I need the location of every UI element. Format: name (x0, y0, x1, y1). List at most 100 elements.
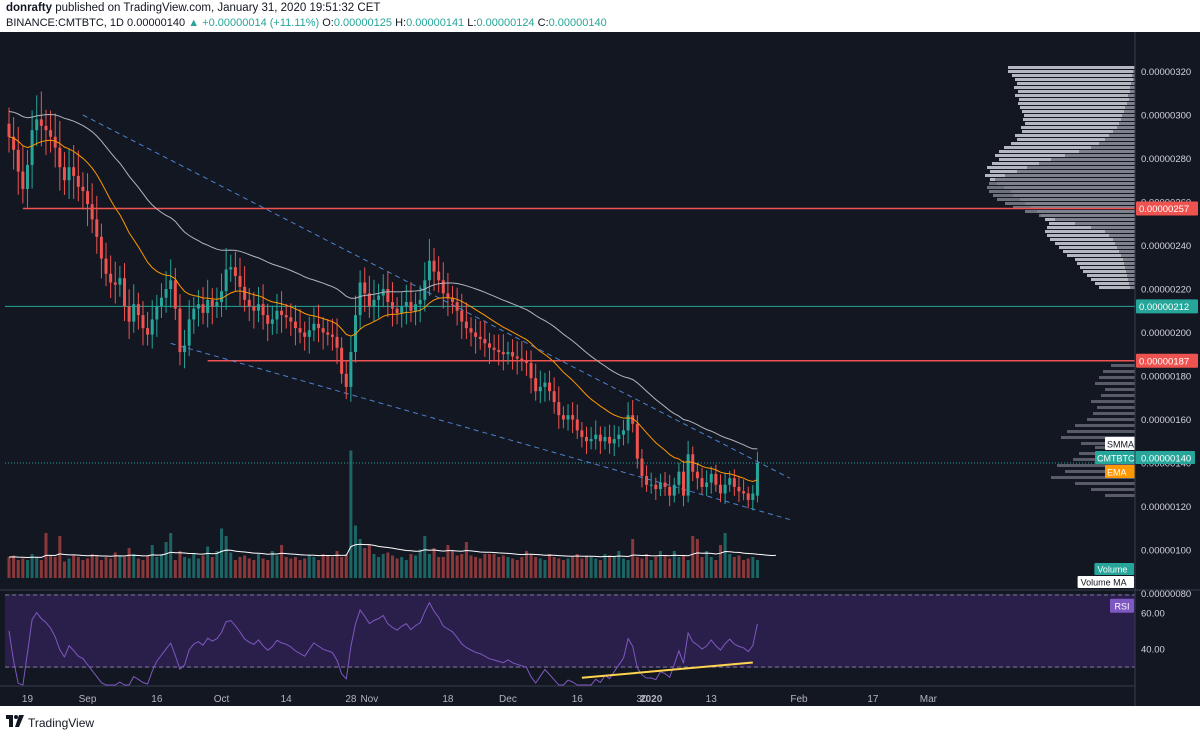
candle-body[interactable] (183, 345, 187, 353)
candle-body[interactable] (492, 347, 496, 350)
candle-body[interactable] (538, 386, 542, 392)
candle-body[interactable] (718, 484, 722, 494)
candle-body[interactable] (21, 171, 25, 189)
candle-body[interactable] (344, 373, 348, 387)
rsi-divergence-line[interactable] (581, 661, 753, 679)
candle-body[interactable] (173, 280, 177, 309)
candle-body[interactable] (118, 278, 122, 285)
candle-body[interactable] (427, 260, 431, 281)
candle-body[interactable] (243, 286, 247, 300)
candle-body[interactable] (321, 328, 325, 333)
candle-body[interactable] (395, 308, 399, 313)
candle-body[interactable] (164, 289, 168, 298)
candle-body[interactable] (146, 328, 150, 335)
candle-body[interactable] (672, 484, 676, 496)
candle-body[interactable] (16, 149, 20, 172)
candle-body[interactable] (478, 336, 482, 340)
candle-body[interactable] (58, 147, 62, 168)
candle-body[interactable] (275, 310, 279, 320)
candle-body[interactable] (330, 334, 334, 337)
candle-body[interactable] (377, 295, 381, 300)
candle-body[interactable] (280, 310, 284, 316)
candle-body[interactable] (307, 330, 311, 337)
candle-body[interactable] (81, 186, 85, 192)
candle-body[interactable] (511, 352, 515, 357)
candle-body[interactable] (709, 473, 713, 483)
candle-body[interactable] (626, 415, 630, 431)
candle-body[interactable] (261, 304, 265, 316)
candle-body[interactable] (220, 291, 224, 303)
smma-line[interactable] (8, 111, 758, 450)
candle-body[interactable] (658, 482, 662, 490)
candle-body[interactable] (543, 382, 547, 387)
candle-body[interactable] (552, 391, 556, 403)
candle-body[interactable] (326, 332, 330, 335)
channel-trendline[interactable] (82, 114, 791, 479)
candle-body[interactable] (460, 310, 464, 322)
candle-body[interactable] (30, 130, 34, 166)
candle-body[interactable] (603, 436, 607, 442)
candle-body[interactable] (386, 289, 390, 303)
candle-body[interactable] (714, 473, 718, 485)
candle-body[interactable] (62, 167, 66, 181)
candle-body[interactable] (585, 436, 588, 442)
candle-body[interactable] (178, 308, 182, 353)
candle-body[interactable] (372, 299, 376, 307)
volume-ma-line[interactable] (8, 543, 776, 559)
candle-body[interactable] (270, 319, 274, 324)
candle-body[interactable] (571, 415, 575, 420)
candle-body[interactable] (136, 304, 140, 316)
candle-body[interactable] (404, 302, 408, 307)
candle-body[interactable] (418, 299, 422, 305)
candle-body[interactable] (635, 423, 639, 459)
candle-body[interactable] (192, 308, 196, 320)
candle-body[interactable] (312, 323, 316, 331)
candle-body[interactable] (252, 306, 256, 311)
candle-body[interactable] (155, 306, 159, 320)
candle-body[interactable] (746, 493, 750, 500)
candle-body[interactable] (705, 482, 709, 487)
candle-body[interactable] (561, 415, 565, 420)
candle-body[interactable] (229, 267, 233, 270)
candle-body[interactable] (621, 430, 625, 435)
candle-body[interactable] (686, 454, 690, 496)
candle-body[interactable] (72, 167, 76, 176)
candle-body[interactable] (233, 267, 237, 276)
tradingview-brand[interactable]: TradingView (28, 716, 95, 730)
candle-body[interactable] (247, 299, 251, 307)
candle-body[interactable] (464, 321, 468, 329)
candle-body[interactable] (224, 269, 228, 292)
candle-body[interactable] (640, 458, 644, 477)
candle-body[interactable] (649, 484, 653, 486)
candle-body[interactable] (109, 273, 113, 283)
candle-body[interactable] (631, 415, 635, 424)
candle-body[interactable] (548, 382, 552, 392)
candle-body[interactable] (409, 302, 413, 311)
candle-body[interactable] (506, 352, 510, 355)
ema-line[interactable] (8, 136, 758, 483)
candle-body[interactable] (469, 328, 473, 333)
candle-body[interactable] (206, 299, 210, 313)
candle-body[interactable] (335, 336, 339, 348)
candle-body[interactable] (437, 271, 441, 281)
candle-body[interactable] (423, 280, 427, 300)
candle-body[interactable] (132, 304, 136, 322)
candle-body[interactable] (113, 282, 117, 285)
candle-body[interactable] (520, 358, 524, 361)
symbol-title[interactable]: BINANCE:CMTBTC, 1D (6, 17, 124, 29)
candle-body[interactable] (668, 486, 672, 496)
candle-body[interactable] (566, 415, 570, 420)
candle-body[interactable] (534, 378, 538, 392)
candle-body[interactable] (612, 439, 616, 444)
candle-body[interactable] (256, 304, 260, 311)
candle-body[interactable] (645, 476, 649, 485)
candle-body[interactable] (12, 136, 16, 150)
candle-body[interactable] (187, 319, 191, 346)
candle-body[interactable] (594, 434, 598, 440)
candle-body[interactable] (215, 302, 219, 307)
candle-body[interactable] (700, 478, 704, 487)
candle-body[interactable] (123, 278, 126, 307)
candle-body[interactable] (390, 302, 394, 309)
candle-body[interactable] (35, 119, 39, 131)
author-name[interactable]: donrafty (6, 2, 52, 14)
